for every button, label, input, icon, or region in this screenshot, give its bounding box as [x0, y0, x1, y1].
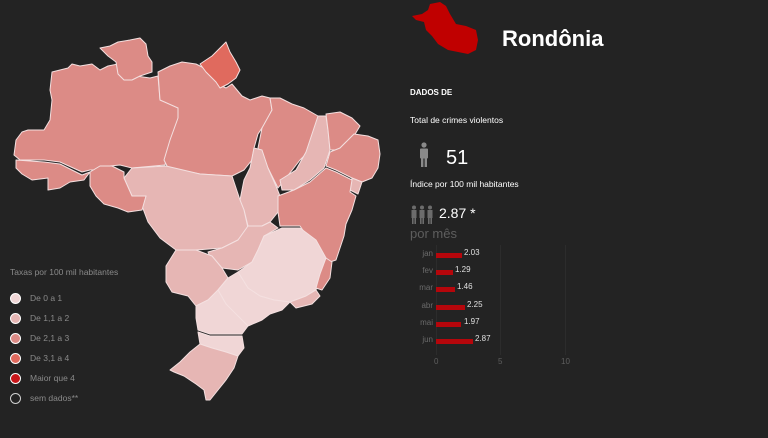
bar-month-label: mar: [419, 283, 433, 292]
legend-label: Maior que 4: [30, 373, 75, 383]
legend-item-3-4[interactable]: De 3,1 a 4: [10, 348, 130, 368]
bar-month-label: abr: [421, 301, 433, 310]
bar-row-abr[interactable]: abr 2.25: [405, 299, 575, 316]
bar-value-label: 2.03: [464, 248, 480, 257]
period-label: por mês: [410, 226, 457, 241]
legend-item-0-1[interactable]: De 0 a 1: [10, 288, 130, 308]
bar-row-fev[interactable]: fev 1.29: [405, 264, 575, 281]
brazil-map: [13, 37, 381, 401]
state-espirito-santo[interactable]: [315, 257, 333, 291]
legend-swatch-icon: [10, 392, 21, 404]
bar: [436, 322, 461, 327]
legend-label: De 1,1 a 2: [30, 313, 70, 323]
state-acre[interactable]: [15, 159, 91, 191]
state-rio-de-janeiro[interactable]: [289, 289, 321, 309]
legend-swatch-icon: [10, 312, 21, 324]
state-title: Rondônia: [502, 26, 604, 51]
bar-value-label: 2.25: [467, 300, 483, 309]
legend-swatch-icon: [10, 372, 21, 384]
legend-item-2-3[interactable]: De 2,1 a 3: [10, 328, 130, 348]
state-roraima[interactable]: [99, 37, 153, 81]
bar-value-label: 1.29: [455, 265, 471, 274]
x-tick-label: 10: [561, 357, 570, 366]
state-rondonia[interactable]: [89, 165, 147, 213]
legend-swatch-icon: [10, 352, 21, 364]
state-amapa[interactable]: [199, 41, 241, 89]
state-goias[interactable]: [207, 221, 279, 271]
legend-label: De 2,1 a 3: [30, 333, 70, 343]
gridline: [500, 245, 501, 355]
rondonia-shape-icon: [412, 2, 478, 54]
bar-value-label: 1.46: [457, 282, 473, 291]
state-parana[interactable]: [195, 289, 249, 335]
indice-value: 2.87 *: [439, 205, 476, 221]
gridline: [565, 245, 566, 355]
bar-value-label: 1.97: [464, 317, 480, 326]
bar-month-label: jan: [422, 249, 433, 258]
total-crimes-value: 51: [446, 147, 469, 169]
section-label: DADOS DE: [410, 88, 453, 97]
legend-label: De 0 a 1: [30, 293, 63, 303]
bar-value-label: 2.87: [475, 334, 491, 343]
people-group-icon: [411, 205, 433, 224]
map-legend: Taxas por 100 mil habitantes De 0 a 1 De…: [10, 266, 130, 408]
bar-row-jan[interactable]: jan 2.03: [405, 247, 575, 264]
bar-month-label: jun: [422, 335, 433, 344]
x-tick-label: 5: [498, 357, 503, 366]
legend-title: Taxas por 100 mil habitantes: [10, 267, 119, 277]
person-icon: [420, 142, 428, 167]
indice-label: Índice por 100 mil habitantes: [410, 179, 519, 189]
legend-label: sem dados**: [30, 393, 79, 403]
gridline: [436, 245, 437, 355]
state-maranhao[interactable]: [257, 97, 319, 189]
legend-label: De 3,1 a 4: [30, 353, 70, 363]
bar: [436, 270, 453, 275]
monthly-bar-chart: jan 2.03 fev 1.29 mar 1.46 abr 2.25 mai …: [405, 245, 580, 370]
bar-row-mai[interactable]: mai 1.97: [405, 316, 575, 333]
bar-row-mar[interactable]: mar 1.46: [405, 281, 575, 298]
bar-row-jun[interactable]: jun 2.87: [405, 333, 575, 350]
bar: [436, 305, 465, 310]
bar-month-label: mai: [420, 318, 433, 327]
legend-item-gt-4[interactable]: Maior que 4: [10, 368, 130, 388]
legend-item-no-data[interactable]: sem dados**: [10, 388, 130, 408]
bar: [436, 253, 462, 258]
bar-month-label: fev: [422, 266, 433, 275]
legend-swatch-icon: [10, 332, 21, 344]
state-amazonas[interactable]: [13, 63, 181, 173]
state-bahia[interactable]: [277, 167, 357, 263]
bar: [436, 287, 455, 292]
total-crimes-label: Total de crimes violentos: [410, 115, 504, 125]
legend-item-1-2[interactable]: De 1,1 a 2: [10, 308, 130, 328]
x-tick-label: 0: [434, 357, 439, 366]
legend-swatch-icon: [10, 292, 21, 304]
bar: [436, 339, 473, 344]
state-rio-grande-sul[interactable]: [169, 343, 239, 401]
